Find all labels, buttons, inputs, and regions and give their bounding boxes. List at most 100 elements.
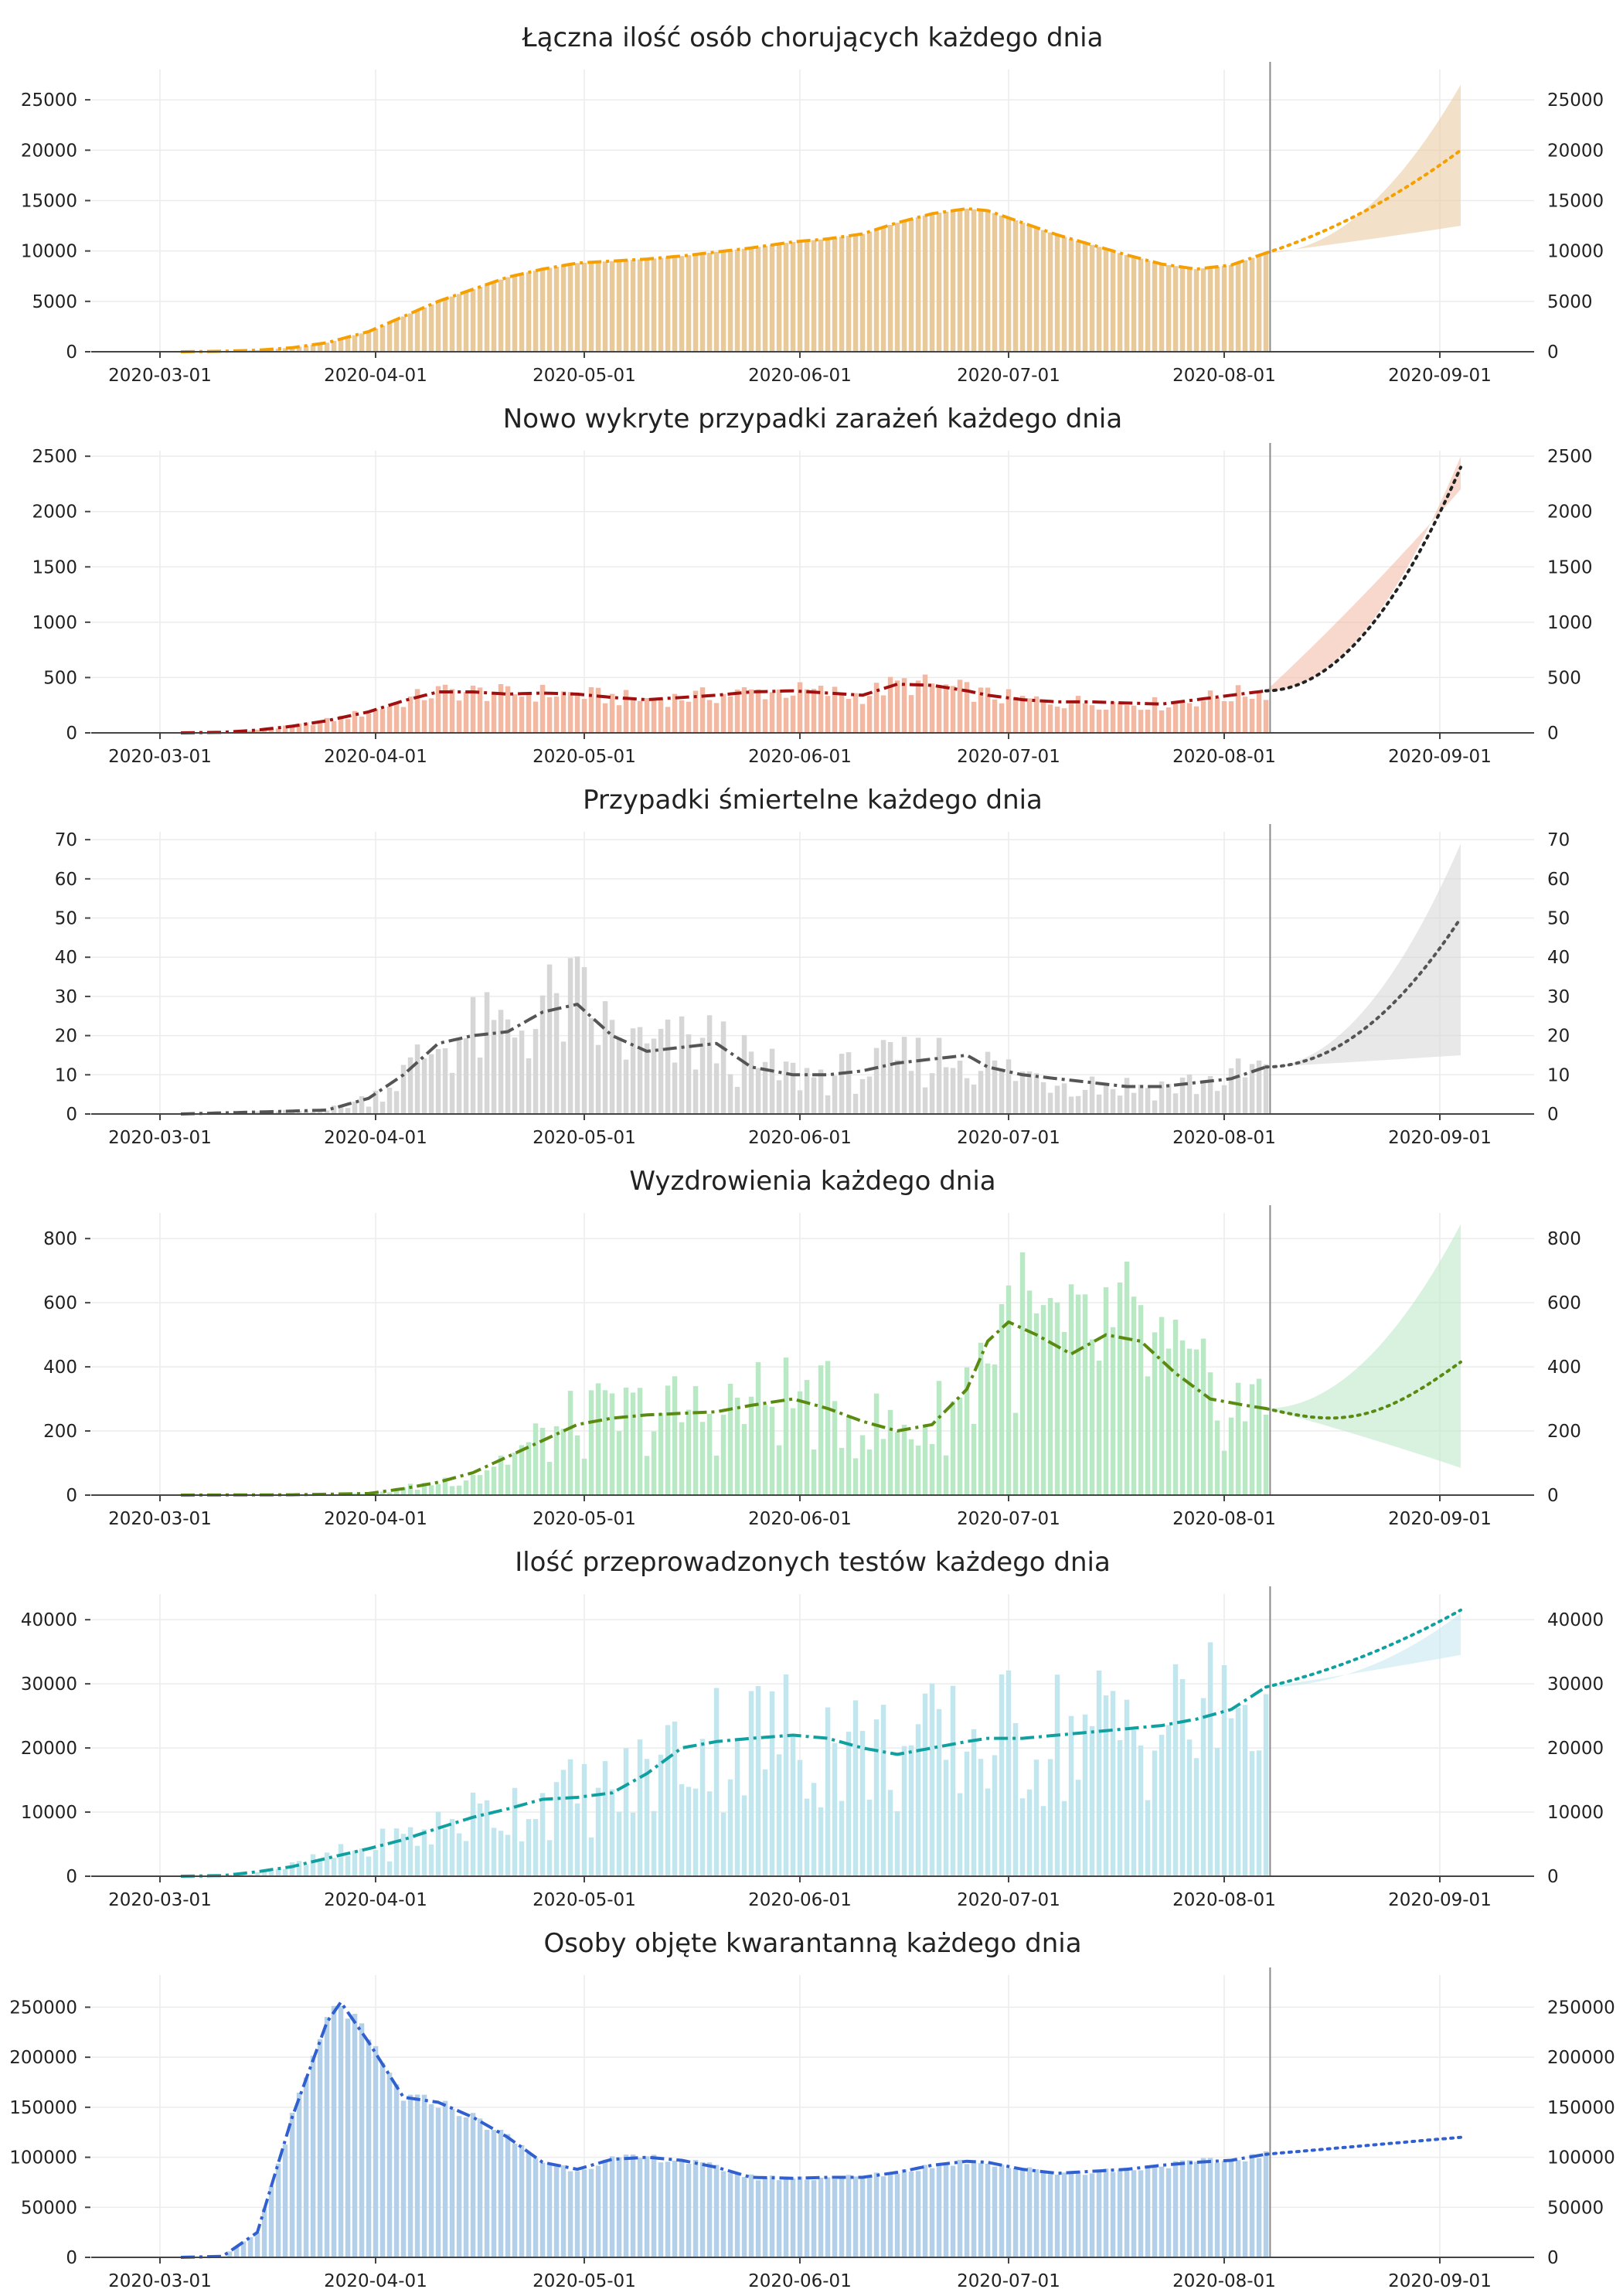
y-tick-label-left: 5000 [32, 292, 77, 312]
data-bar [435, 1811, 441, 1876]
x-tick-label: 2020-05-01 [532, 1890, 636, 1910]
y-tick-label-right: 0 [1547, 1486, 1559, 1506]
data-bar [915, 1037, 921, 1114]
data-bar [852, 234, 859, 352]
data-bar [1186, 1074, 1193, 1114]
data-bar [359, 2023, 365, 2257]
data-bar [1124, 1078, 1130, 1114]
data-bar [1054, 1085, 1060, 1114]
data-bar [428, 1054, 434, 1114]
data-bar [581, 262, 587, 352]
data-bar [873, 2172, 880, 2257]
y-tick-label-right: 250000 [1547, 1998, 1615, 2018]
forecast-line [1264, 916, 1462, 1069]
data-bar [644, 698, 650, 733]
data-bar [1131, 2170, 1137, 2257]
data-bar [1186, 703, 1193, 733]
data-bar [846, 1417, 852, 1495]
data-bar [491, 1020, 497, 1114]
data-bar [1256, 2158, 1262, 2257]
y-tick-label-right: 20 [1547, 1027, 1570, 1047]
data-bar [741, 1424, 747, 1495]
x-tick-label: 2020-09-01 [1388, 1509, 1492, 1529]
data-bar [282, 725, 288, 733]
data-bar [1172, 701, 1179, 733]
y-tick-label-right: 50000 [1547, 2198, 1604, 2218]
y-tick-label-right: 1500 [1547, 557, 1593, 577]
data-bar [936, 2163, 942, 2257]
data-bar [950, 210, 956, 352]
data-bar [1117, 702, 1123, 733]
y-tick-label-right: 0 [1547, 724, 1559, 744]
y-tick-label-left: 1500 [32, 557, 77, 577]
y-tick-label-left: 500 [43, 668, 77, 688]
data-bar [345, 1108, 351, 1114]
data-bar [727, 696, 733, 733]
data-bar [699, 1037, 706, 1114]
data-bar [665, 1385, 671, 1495]
data-bar [665, 257, 671, 352]
data-bar [616, 1431, 622, 1495]
data-bar [359, 1096, 365, 1114]
data-bar [1019, 2170, 1026, 2257]
data-bar [310, 1854, 316, 1876]
data-bar [1235, 1707, 1241, 1876]
data-bar [345, 1855, 351, 1876]
data-bar [546, 1462, 553, 1495]
x-tick-label: 2020-08-01 [1172, 1509, 1276, 1529]
data-bar [352, 1102, 358, 1114]
data-bar [846, 699, 852, 733]
data-bar [588, 2168, 594, 2257]
data-bar [484, 284, 490, 352]
data-bar [560, 1770, 567, 1876]
forecast-band [1266, 843, 1461, 1068]
data-bar [484, 2130, 490, 2257]
data-bar [352, 1850, 358, 1876]
data-bar [1082, 2175, 1088, 2257]
data-bar [1075, 240, 1081, 352]
data-bar [1061, 2172, 1067, 2257]
data-bar [275, 2163, 281, 2257]
data-bar [1012, 1081, 1019, 1114]
data-bar [512, 275, 518, 352]
data-bar [421, 2094, 427, 2257]
data-bar [595, 261, 601, 352]
data-bar [1263, 700, 1269, 733]
data-bar [679, 2160, 685, 2257]
data-bar [755, 247, 761, 352]
data-bar [1124, 1261, 1130, 1495]
data-bar [1068, 2173, 1074, 2257]
data-bar [999, 1304, 1005, 1495]
data-bar [393, 1091, 400, 1114]
data-bar [790, 1408, 796, 1495]
data-bar [637, 2158, 643, 2257]
data-bar [992, 1755, 998, 1876]
data-bar [811, 240, 817, 352]
data-bar [1103, 1287, 1109, 1495]
data-bar [463, 1841, 469, 1876]
data-bar [1117, 2169, 1123, 2257]
data-bar [901, 1424, 907, 1495]
data-bar [1054, 1302, 1060, 1495]
data-bar [379, 1102, 386, 1114]
data-bar [1145, 260, 1151, 352]
data-bar [630, 2155, 636, 2257]
data-bar [713, 251, 720, 352]
data-bar [400, 707, 407, 733]
data-bar [1207, 1372, 1213, 1495]
y-tick-label-right: 25000 [1547, 90, 1604, 111]
data-bar [519, 1841, 525, 1876]
data-bar [546, 267, 553, 352]
data-bar [686, 2164, 692, 2257]
data-bar [748, 689, 754, 733]
chart-title: Łączna ilość osób chorujących każdego dn… [522, 22, 1104, 53]
data-bar [859, 233, 866, 352]
data-bar [658, 2162, 664, 2257]
data-bar [971, 1084, 977, 1114]
data-bar [818, 1069, 824, 1114]
data-bar [268, 728, 274, 733]
data-bar [804, 1798, 810, 1876]
data-bar [651, 1811, 657, 1876]
data-bar [1138, 2170, 1144, 2257]
x-tick-label: 2020-06-01 [748, 2271, 852, 2291]
